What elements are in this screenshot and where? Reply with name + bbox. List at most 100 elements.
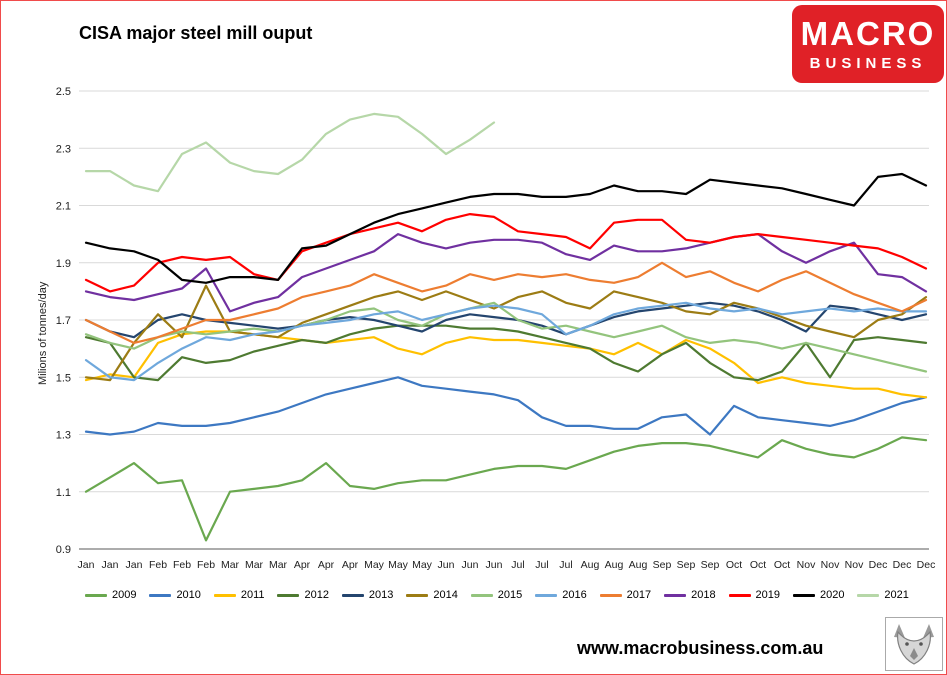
series-line-2018	[84, 233, 928, 313]
series-line-2010	[84, 376, 928, 436]
series-line-2014	[84, 284, 928, 382]
x-tick-label: Jul	[559, 559, 572, 571]
legend-item-2009: 2009	[85, 589, 136, 601]
x-tick-label: Oct	[750, 559, 766, 571]
x-tick-label: Mar	[221, 559, 240, 571]
x-tick-label: Aug	[581, 559, 600, 571]
x-tick-label: Feb	[197, 559, 215, 571]
legend-swatch-2018	[664, 593, 687, 597]
legend-swatch-2014	[406, 593, 429, 597]
legend-swatch-2017	[599, 593, 622, 597]
legend-label-2010: 2010	[176, 589, 201, 601]
x-tick-label: Apr	[318, 559, 335, 571]
x-tick-label: Apr	[342, 559, 359, 571]
legend-item-2010: 2010	[149, 589, 201, 601]
x-tick-label: Sep	[701, 559, 720, 571]
logo-text-business: BUSINESS	[809, 54, 927, 72]
legend-item-2015: 2015	[470, 589, 523, 601]
x-tick-label: Feb	[149, 559, 167, 571]
legend-item-2014: 2014	[406, 589, 458, 601]
series-line-2012	[84, 324, 928, 382]
legend-label-2020: 2020	[819, 589, 845, 601]
footer-url: www.macrobusiness.com.au	[577, 638, 824, 658]
macrobusiness-logo: MACRO BUSINESS	[792, 5, 944, 83]
chart-title: CISA major steel mill ouput	[79, 23, 313, 43]
y-tick-label: 1.5	[56, 372, 71, 384]
x-tick-label: Jan	[126, 559, 143, 571]
legend-swatch-2020	[792, 593, 815, 597]
legend-item-2013: 2013	[341, 589, 394, 601]
legend-label-2014: 2014	[433, 589, 458, 601]
legend-label-2021: 2021	[884, 589, 909, 601]
y-tick-label: 2.1	[56, 201, 71, 213]
x-tick-label: Jun	[462, 559, 479, 571]
legend-label-2015: 2015	[497, 589, 523, 601]
legend-swatch-2011	[213, 593, 236, 597]
legend-label-2017: 2017	[626, 589, 652, 601]
x-tick-label: Oct	[774, 559, 790, 571]
series-line-2015	[84, 301, 928, 373]
legend-swatch-2015	[470, 593, 493, 597]
legend-swatch-2019	[728, 593, 751, 597]
legend: 2009 2010 2011 2012 2013 2014 2015 2016 2017 2018…	[85, 589, 909, 601]
x-tick-label: Jul	[535, 559, 548, 571]
x-tick-label: Oct	[726, 559, 742, 571]
legend-label-2011: 2011	[240, 589, 265, 601]
x-tick-label: Sep	[677, 559, 696, 571]
wolf-logo	[885, 617, 943, 671]
logo-text-macro: MACRO	[800, 14, 936, 52]
legend-swatch-2021	[857, 593, 880, 597]
x-tick-label: Dec	[917, 559, 936, 571]
x-tick-label: Jun	[486, 559, 503, 571]
legend-label-2009: 2009	[112, 589, 137, 601]
x-tick-label: Feb	[173, 559, 191, 571]
legend-item-2019: 2019	[728, 589, 781, 601]
x-tick-label: May	[412, 559, 433, 571]
legend-swatch-2016	[535, 593, 558, 597]
y-tick-label: 1.7	[56, 315, 71, 327]
line-chart: 0.9 1.1 1.3 1.5 1.7 1.9 2.1 2.3 2.5 Jan Jan Jan Feb F…	[56, 86, 936, 571]
x-tick-label: Nov	[821, 559, 840, 571]
legend-swatch-2012	[277, 593, 300, 597]
legend-swatch-2009	[85, 593, 107, 597]
y-tick-label: 1.9	[56, 258, 71, 270]
series-line-2017	[84, 261, 928, 344]
x-tick-label: Aug	[629, 559, 648, 571]
legend-item-2020: 2020	[792, 589, 845, 601]
y-tick-label: 1.1	[56, 487, 71, 499]
x-tick-label: Nov	[845, 559, 864, 571]
x-tick-label: Sep	[653, 559, 672, 571]
y-tick-label: 2.5	[56, 86, 71, 98]
x-tick-label: Mar	[269, 559, 288, 571]
legend-label-2013: 2013	[368, 589, 394, 601]
legend-item-2017: 2017	[599, 589, 652, 601]
series-line-2011	[84, 330, 928, 399]
series-line-2021	[84, 112, 496, 193]
legend-item-2018: 2018	[664, 589, 716, 601]
y-tick-label: 0.9	[56, 544, 71, 556]
x-tick-label: Aug	[605, 559, 624, 571]
x-tick-label: Apr	[294, 559, 311, 571]
x-tick-label: Mar	[245, 559, 264, 571]
x-tick-label: Jul	[511, 559, 524, 571]
legend-item-2021: 2021	[857, 589, 909, 601]
x-tick-label: Jan	[78, 559, 95, 571]
legend-item-2011: 2011	[213, 589, 265, 601]
x-tick-label: May	[364, 559, 385, 571]
legend-swatch-2010	[149, 593, 172, 597]
wolf-icon	[894, 624, 934, 665]
legend-item-2016: 2016	[535, 589, 587, 601]
x-tick-label: Nov	[797, 559, 816, 571]
legend-label-2018: 2018	[691, 589, 716, 601]
legend-label-2019: 2019	[755, 589, 781, 601]
x-tick-label: Jan	[102, 559, 119, 571]
legend-label-2012: 2012	[304, 589, 329, 601]
y-tick-label: 1.3	[56, 430, 71, 442]
y-tick-label: 2.3	[56, 143, 71, 155]
x-tick-label: Dec	[869, 559, 888, 571]
series-line-2016	[84, 301, 928, 382]
x-tick-label: May	[388, 559, 409, 571]
series-line-2019	[84, 213, 928, 293]
series-line-2020	[84, 172, 928, 284]
